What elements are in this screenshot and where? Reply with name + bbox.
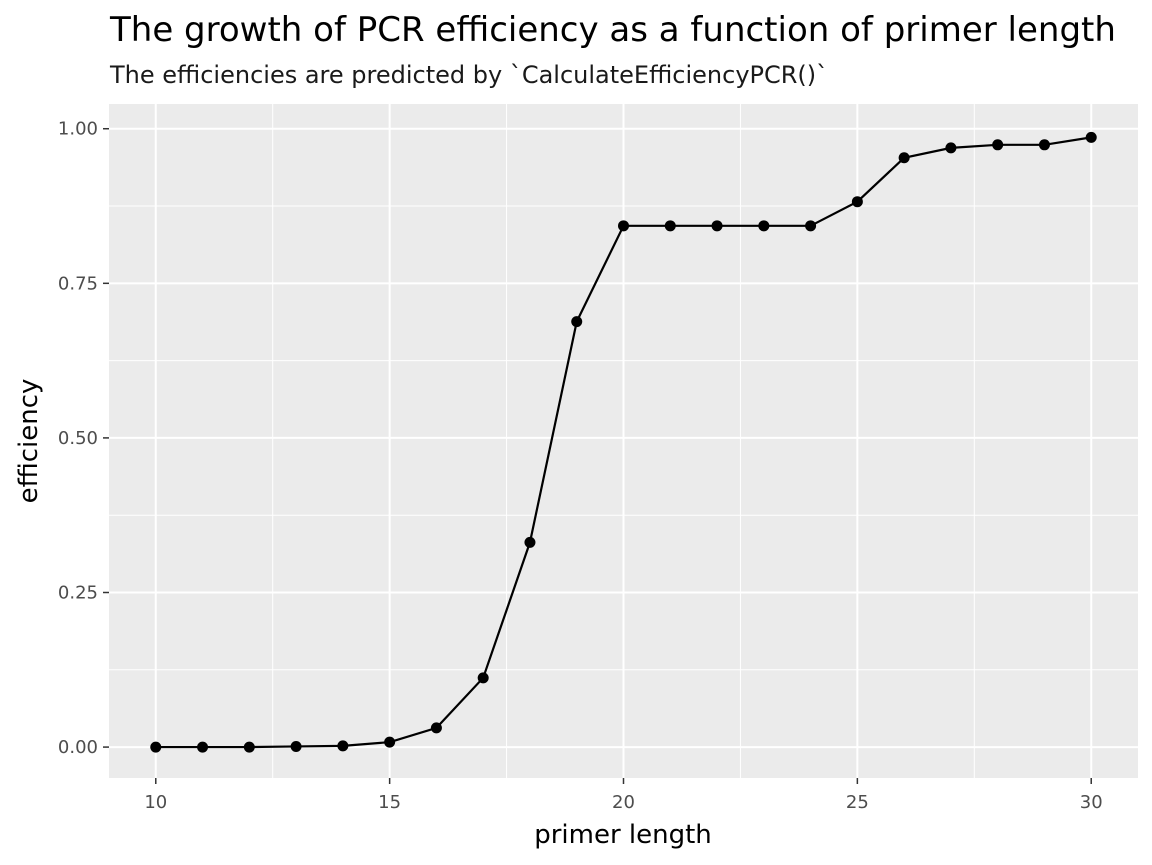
y-tick-label: 0.75 [58,273,98,294]
x-tick-label: 15 [378,792,401,813]
data-point [992,139,1004,151]
data-point [243,741,255,753]
major-gridlines [109,104,1138,778]
data-point [1085,131,1097,143]
data-point [571,316,583,328]
data-point [618,220,629,232]
data-point [290,740,302,752]
x-tick-label: 25 [846,792,869,813]
data-point [197,741,209,753]
data-point [384,736,396,748]
data-point [805,220,817,232]
chart-title: The growth of PCR efficiency as a functi… [109,10,1116,50]
y-axis-ticks: 0.00 0.25 0.50 0.75 1.00 [58,119,109,758]
chart-subtitle: The efficiencies are predicted by `Calcu… [109,61,828,89]
data-point [524,536,536,548]
data-point [758,220,770,232]
y-axis-title: efficiency [14,379,44,504]
x-tick-label: 30 [1080,792,1103,813]
data-point [430,722,442,734]
data-point [477,672,489,684]
x-axis-title: primer length [534,820,712,850]
y-tick-label: 0.50 [58,428,98,449]
x-tick-label: 20 [612,792,635,813]
data-point [150,741,162,753]
data-point [851,196,863,208]
y-tick-label: 1.00 [58,119,98,140]
data-point [664,220,676,232]
efficiency-series-points [150,131,1097,753]
y-tick-label: 0.25 [58,582,98,603]
data-point [898,152,910,164]
x-axis-ticks: 10 15 20 25 30 [144,778,1103,813]
data-point [711,220,723,232]
data-point [945,142,957,154]
data-point [1038,139,1050,151]
x-tick-label: 10 [144,792,167,813]
y-tick-label: 0.00 [58,737,98,758]
data-point [337,740,349,752]
